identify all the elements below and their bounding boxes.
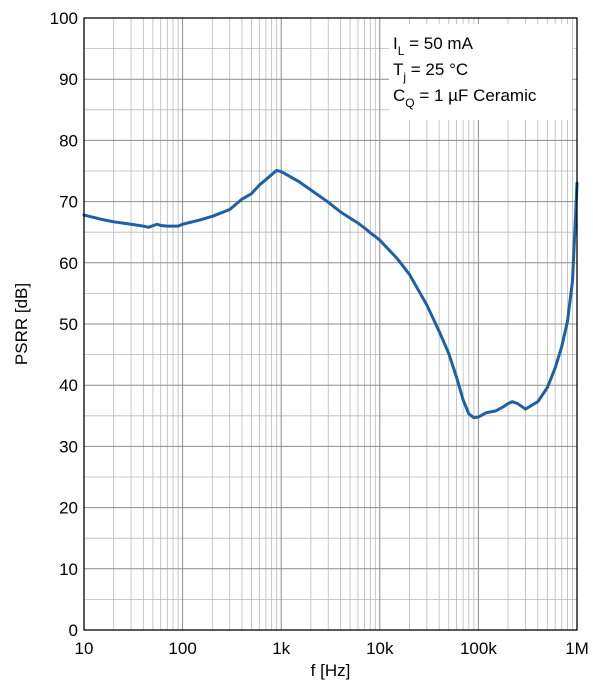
x-tick-label: 1k (272, 639, 290, 658)
annotation-line: Tj = 25 °C (393, 60, 468, 84)
y-tick-label: 40 (59, 376, 78, 395)
y-tick-label: 80 (59, 131, 78, 150)
y-axis-label: PSRR [dB] (12, 283, 31, 365)
y-tick-label: 0 (69, 621, 78, 640)
x-tick-labels: 10 100 1k 10k 100k 1M (75, 639, 589, 658)
plot-frame (83, 17, 578, 631)
y-tick-label: 20 (59, 499, 78, 518)
x-tick-label: 1M (565, 639, 589, 658)
y-tick-label: 30 (59, 437, 78, 456)
x-tick-label: 100 (168, 639, 196, 658)
annotation-line: CQ = 1 µF Ceramic (393, 86, 537, 110)
annotation-line: IL = 50 mA (393, 34, 474, 58)
psrr-series-line (82, 168, 579, 420)
y-tick-labels: 0 10 20 30 40 50 60 70 80 90 100 (50, 9, 78, 640)
x-tick-label: 10 (75, 639, 94, 658)
series-layer (82, 168, 579, 420)
x-axis-label: f [Hz] (311, 661, 351, 680)
x-tick-label: 100k (460, 639, 497, 658)
y-tick-label: 50 (59, 315, 78, 334)
y-tick-label: 10 (59, 560, 78, 579)
y-tick-label: 100 (50, 9, 78, 28)
x-tick-label: 10k (366, 639, 394, 658)
y-tick-label: 70 (59, 193, 78, 212)
y-tick-label: 90 (59, 70, 78, 89)
y-tick-label: 60 (59, 254, 78, 273)
annotation-box (389, 24, 572, 120)
